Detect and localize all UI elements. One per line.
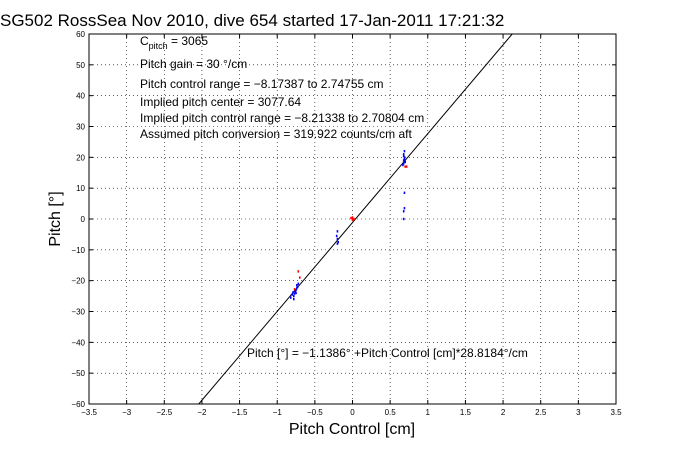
x-tick-label: −3.5 xyxy=(81,408,97,417)
x-tick-label: 2 xyxy=(501,408,506,417)
data-point xyxy=(292,291,294,294)
data-point xyxy=(402,217,405,221)
x-tick-label: 0 xyxy=(350,408,355,417)
data-point xyxy=(297,270,300,273)
x-axis-label: Pitch Control [cm] xyxy=(289,421,415,438)
data-point xyxy=(292,294,295,298)
data-point xyxy=(350,216,352,220)
annotation-implied-center: Implied pitch center = 3077.64 xyxy=(140,95,301,109)
x-tick-label: 3.5 xyxy=(610,408,622,417)
data-point xyxy=(293,292,296,295)
x-tick-label: 0.5 xyxy=(385,408,397,417)
data-point xyxy=(403,191,406,194)
data-point xyxy=(335,234,338,238)
data-point xyxy=(351,218,354,222)
x-axis-ticks: −3.5 −3 −2.5 −2 −1.5 −1 −0.5 0 0.5 1 1.5 2 2.5 3 3.5 xyxy=(81,34,622,417)
chart-title: SG502 RossSea Nov 2010, dive 654 started… xyxy=(0,11,504,30)
y-tick-label: −50 xyxy=(71,369,85,378)
annotation-c-pitch: Cpitch = 3065 xyxy=(140,34,208,51)
data-point xyxy=(296,285,299,289)
data-point xyxy=(403,156,406,159)
data-point xyxy=(337,240,339,244)
x-tick-label: −2.5 xyxy=(156,408,172,417)
data-point xyxy=(299,276,301,279)
annotation-pitch-gain: Pitch gain = 30 °/cm xyxy=(140,57,247,71)
annotation-control-range: Pitch control range = −8.17387 to 2.7475… xyxy=(140,77,384,91)
y-axis-label: Pitch [°] xyxy=(47,191,64,246)
data-point xyxy=(336,230,339,233)
data-point xyxy=(295,284,298,287)
data-point xyxy=(402,153,405,156)
y-tick-label: 0 xyxy=(81,215,86,224)
x-tick-label: 2.5 xyxy=(535,408,547,417)
data-point xyxy=(403,157,406,161)
fit-line-group xyxy=(198,33,513,405)
y-tick-label: 10 xyxy=(76,184,85,193)
annotation-conversion: Assumed pitch conversion = 319.922 count… xyxy=(140,127,412,141)
y-axis-ticks: −60 −50 −40 −30 −20 −10 0 10 20 30 40 50 60 xyxy=(71,30,616,409)
y-tick-label: 40 xyxy=(76,92,85,101)
data-point xyxy=(295,291,297,295)
y-tick-label: −30 xyxy=(71,308,85,317)
x-tick-label: 1.5 xyxy=(460,408,472,417)
data-point xyxy=(351,216,354,219)
data-points xyxy=(289,149,408,301)
y-tick-label: −60 xyxy=(71,400,85,409)
c-pitch-main: C xyxy=(140,34,149,48)
data-point xyxy=(402,162,405,165)
y-tick-label: 30 xyxy=(76,123,85,132)
data-point xyxy=(402,210,405,213)
data-point xyxy=(295,288,297,292)
data-point xyxy=(405,165,408,168)
data-point xyxy=(402,163,404,167)
y-tick-label: 50 xyxy=(76,61,85,70)
data-point xyxy=(292,297,295,301)
data-point xyxy=(402,159,405,162)
data-point xyxy=(403,207,406,210)
y-tick-label: 20 xyxy=(76,153,85,162)
data-point xyxy=(291,293,294,296)
y-tick-label: −20 xyxy=(71,277,85,286)
data-point xyxy=(297,282,300,285)
x-tick-label: 1 xyxy=(426,408,431,417)
data-point xyxy=(293,288,296,291)
x-tick-label: −0.5 xyxy=(307,408,323,417)
data-point xyxy=(336,242,339,245)
x-tick-label: −3 xyxy=(122,408,132,417)
data-point xyxy=(336,237,339,241)
x-tick-label: −1.5 xyxy=(232,408,248,417)
data-point xyxy=(353,217,355,221)
y-tick-label: 60 xyxy=(76,30,85,39)
x-tick-label: −1 xyxy=(273,408,283,417)
c-pitch-sub: pitch xyxy=(149,41,168,51)
data-point xyxy=(294,290,297,293)
x-tick-label: −2 xyxy=(197,408,207,417)
x-tick-label: 3 xyxy=(576,408,581,417)
y-tick-label: −40 xyxy=(71,338,85,347)
annotation-fit-equation: Pitch [°] = −1.1386° +Pitch Control [cm]… xyxy=(247,346,528,360)
y-tick-label: −10 xyxy=(71,246,85,255)
fit-line xyxy=(198,33,513,405)
data-point xyxy=(403,149,406,153)
c-pitch-value: = 3065 xyxy=(168,34,209,48)
data-point xyxy=(402,154,405,157)
data-point xyxy=(289,296,292,299)
data-point xyxy=(404,165,406,168)
data-point xyxy=(404,160,406,164)
annotation-implied-range: Implied pitch control range = −8.21338 t… xyxy=(140,111,424,125)
data-point xyxy=(295,287,298,290)
